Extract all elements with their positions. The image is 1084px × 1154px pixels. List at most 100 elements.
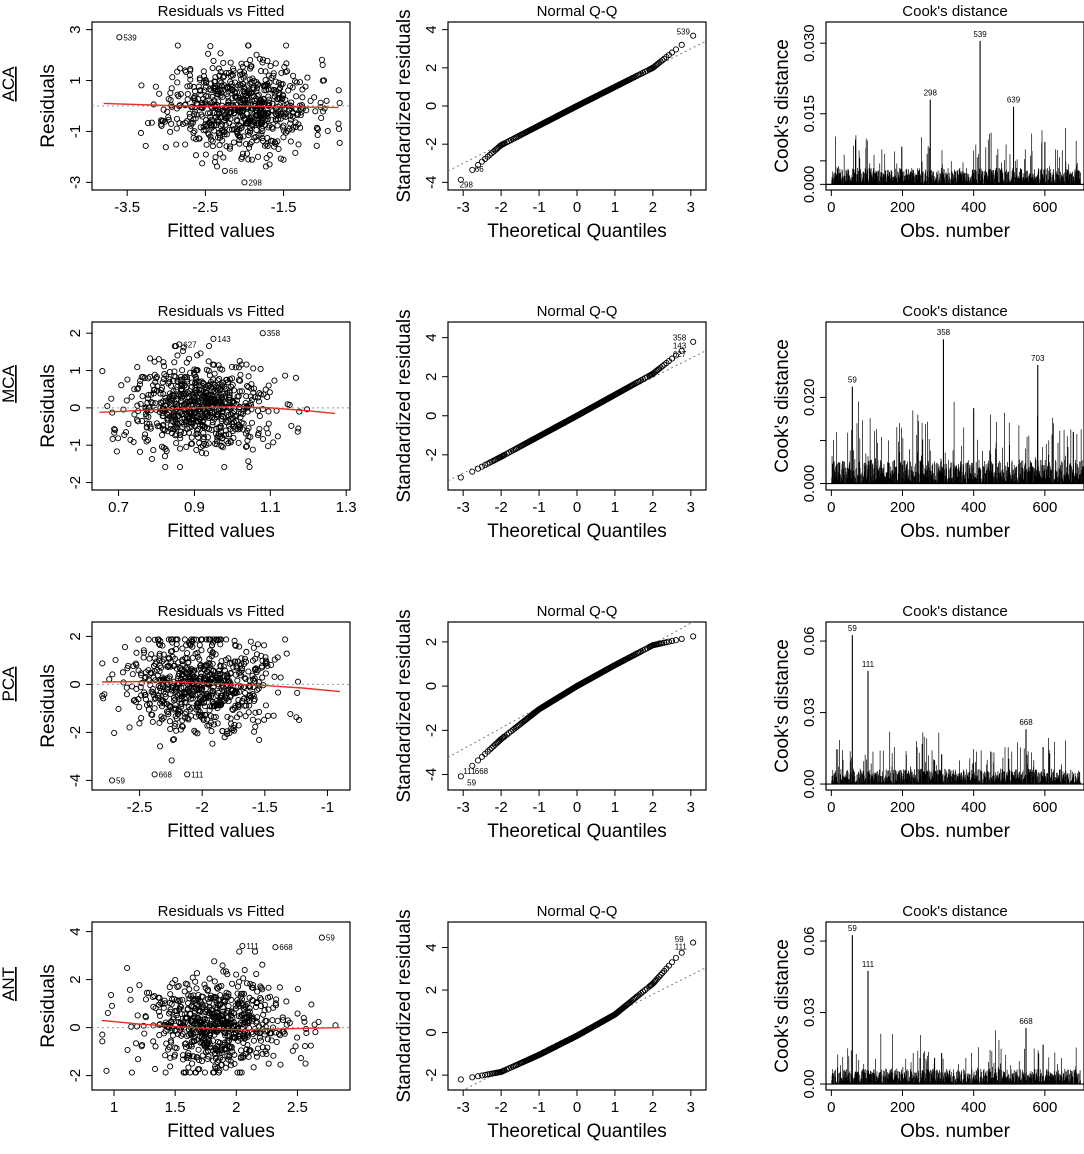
residual-point bbox=[185, 659, 192, 666]
residual-point bbox=[260, 83, 267, 90]
residual-point bbox=[262, 121, 269, 128]
residual-point bbox=[256, 390, 263, 397]
qq-point bbox=[690, 338, 697, 345]
x-tick-label: 2 bbox=[649, 799, 657, 816]
y-axis-label: Standardized residuals bbox=[394, 9, 415, 202]
y-tick-label: 0.00 bbox=[801, 769, 818, 798]
qq-point bbox=[506, 729, 513, 736]
y-tick-label: -4 bbox=[423, 768, 440, 781]
residual-point bbox=[220, 432, 227, 439]
residual-point bbox=[254, 407, 261, 414]
x-tick-label: -1 bbox=[532, 199, 545, 216]
residual-point bbox=[196, 656, 203, 663]
residual-point bbox=[179, 658, 186, 665]
residual-point bbox=[257, 67, 265, 75]
residual-point bbox=[234, 117, 241, 125]
residual-point bbox=[232, 642, 239, 649]
residual-point bbox=[283, 650, 290, 657]
qq-point bbox=[690, 633, 697, 640]
residual-point bbox=[124, 376, 131, 383]
residual-point bbox=[271, 143, 278, 150]
residual-point bbox=[296, 408, 303, 415]
residual-point bbox=[213, 438, 221, 445]
x-tick-label: 2 bbox=[649, 199, 657, 216]
residual-point bbox=[219, 444, 227, 451]
residual-point bbox=[187, 369, 194, 376]
residual-point bbox=[250, 385, 258, 392]
residual-point bbox=[253, 111, 260, 118]
residual-point bbox=[237, 414, 244, 421]
residual-point bbox=[169, 736, 177, 743]
residual-point bbox=[99, 660, 106, 667]
residual-point bbox=[219, 728, 226, 735]
residual-point bbox=[184, 90, 191, 98]
x-tick-label: 200 bbox=[890, 799, 915, 816]
residual-point bbox=[335, 125, 342, 132]
residual-point bbox=[229, 397, 236, 404]
residual-point bbox=[220, 154, 227, 161]
residual-point bbox=[208, 703, 215, 710]
residual-point bbox=[135, 385, 142, 392]
x-tick-label: 2 bbox=[649, 499, 657, 516]
residual-point bbox=[188, 119, 195, 127]
residual-point bbox=[177, 435, 184, 442]
y-tick-label: 0 bbox=[423, 412, 440, 420]
residual-point bbox=[207, 43, 214, 50]
panel-title: Normal Q-Q bbox=[537, 303, 618, 320]
residual-point bbox=[220, 390, 227, 397]
residual-point bbox=[307, 97, 314, 104]
y-axis-label: Cook's distance bbox=[772, 639, 793, 773]
residual-point bbox=[247, 127, 254, 134]
residual-point bbox=[205, 50, 212, 57]
x-axis-label: Theoretical Quantiles bbox=[487, 221, 667, 242]
residual-point bbox=[177, 445, 184, 452]
residual-point bbox=[246, 76, 253, 83]
residual-point bbox=[141, 375, 148, 382]
residual-point bbox=[175, 706, 182, 713]
outlier-point bbox=[108, 777, 116, 784]
x-axis-label: Obs. number bbox=[900, 221, 1010, 242]
residual-point bbox=[193, 685, 200, 692]
residual-point bbox=[215, 111, 222, 118]
residual-point bbox=[223, 386, 230, 393]
residual-point bbox=[247, 56, 254, 64]
residual-point bbox=[167, 703, 174, 710]
outlier-label: 539 bbox=[123, 33, 137, 42]
residual-point bbox=[152, 695, 159, 702]
residual-point bbox=[229, 706, 236, 714]
residual-point bbox=[166, 393, 173, 400]
residual-point bbox=[241, 689, 249, 696]
residual-point bbox=[256, 708, 263, 715]
residual-point bbox=[135, 636, 142, 643]
residual-point bbox=[166, 390, 173, 397]
outlier-label: 143 bbox=[217, 335, 231, 344]
qq-point bbox=[678, 41, 685, 48]
residual-point bbox=[193, 378, 200, 385]
residual-point bbox=[274, 95, 281, 103]
residual-point bbox=[173, 125, 180, 132]
residual-point bbox=[185, 390, 193, 397]
residual-point bbox=[216, 132, 223, 139]
residual-point bbox=[240, 115, 248, 122]
y-tick-label: 0.015 bbox=[801, 95, 818, 133]
residual-point bbox=[335, 120, 342, 127]
residual-point bbox=[205, 367, 212, 374]
outlier-label: 111 bbox=[191, 770, 204, 779]
residual-point bbox=[228, 725, 235, 732]
residual-point bbox=[169, 74, 176, 81]
residual-point bbox=[183, 642, 190, 649]
residual-point bbox=[225, 88, 232, 95]
residual-point bbox=[111, 426, 119, 434]
residual-point bbox=[175, 659, 182, 666]
residual-point bbox=[239, 665, 246, 672]
x-tick-label: -1 bbox=[532, 499, 545, 516]
residual-point bbox=[111, 729, 118, 737]
residual-point bbox=[229, 428, 236, 435]
residual-point bbox=[288, 105, 295, 112]
residual-point bbox=[229, 83, 236, 90]
y-tick-label: -2 bbox=[423, 448, 440, 461]
residual-point bbox=[115, 435, 122, 442]
residual-point bbox=[226, 143, 233, 150]
residual-point bbox=[171, 425, 178, 432]
